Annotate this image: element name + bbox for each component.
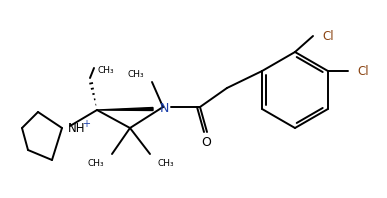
Text: N: N bbox=[159, 102, 169, 114]
Text: Cl: Cl bbox=[357, 65, 368, 77]
Text: CH₃: CH₃ bbox=[87, 160, 104, 168]
Text: Cl: Cl bbox=[322, 30, 334, 43]
Polygon shape bbox=[97, 108, 153, 110]
Text: CH₃: CH₃ bbox=[158, 160, 175, 168]
Text: O: O bbox=[201, 135, 211, 148]
Text: CH₃: CH₃ bbox=[98, 66, 115, 74]
Text: CH₃: CH₃ bbox=[127, 69, 144, 78]
Text: NH: NH bbox=[68, 123, 86, 135]
Text: +: + bbox=[82, 119, 90, 129]
